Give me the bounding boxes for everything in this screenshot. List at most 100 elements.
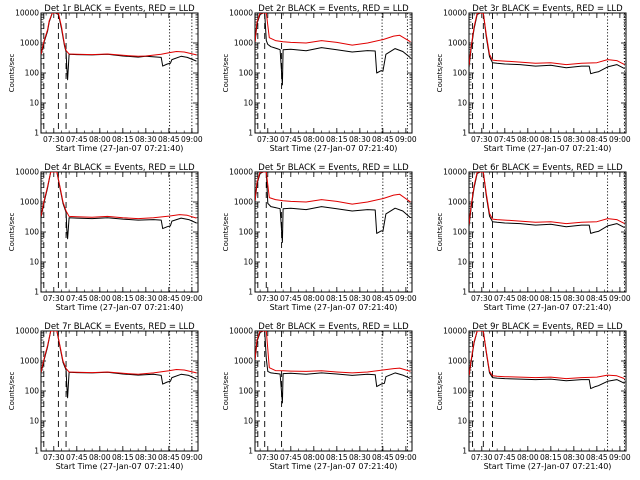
y-axis-label: Counts/sec — [8, 213, 16, 252]
x-tick-label: 09:00 — [181, 294, 203, 303]
series-lld-line — [41, 331, 197, 375]
y-tick-label: 100 — [239, 228, 254, 237]
x-tick-label: 07:45 — [66, 453, 88, 462]
x-axis-label: Start Time (27-Jan-07 07:21:40) — [270, 462, 398, 471]
x-tick-label: 07:45 — [494, 135, 516, 144]
x-axis-label: Start Time (27-Jan-07 07:21:40) — [56, 462, 184, 471]
y-tick-label: 1000 — [20, 39, 39, 48]
plot-title: Det 7r BLACK = Events, RED = LLD — [44, 322, 195, 332]
detector-panel-5: Det 5r BLACK = Events, RED = LLD 1 10 100 10… — [222, 163, 417, 312]
x-tick-label: 08:00 — [89, 453, 111, 462]
y-tick-label: 1000 — [234, 198, 253, 207]
series-events-line — [41, 172, 197, 240]
series-lld-line — [469, 13, 625, 66]
detector-panel-4: Det 4r BLACK = Events, RED = LLD 1 10 100 10… — [8, 163, 203, 312]
series-group — [255, 172, 411, 243]
y-tick-label: 1 — [34, 447, 39, 456]
x-tick-label: 07:30 — [257, 135, 279, 144]
y-tick-label: 100 — [453, 69, 468, 78]
plot-title: Det 1r BLACK = Events, RED = LLD — [44, 4, 195, 14]
x-tick-label: 09:00 — [181, 135, 203, 144]
y-tick-label: 100 — [25, 69, 40, 78]
plot-frame — [254, 330, 413, 452]
x-tick-label: 08:45 — [158, 453, 180, 462]
x-axis-label: Start Time (27-Jan-07 07:21:40) — [484, 144, 612, 153]
y-tick-label: 1 — [34, 129, 39, 138]
x-tick-label: 08:00 — [89, 135, 111, 144]
series-group — [41, 13, 197, 81]
x-tick-label: 08:30 — [349, 135, 371, 144]
x-tick-label: 08:30 — [135, 135, 157, 144]
plot-frame — [40, 12, 199, 134]
x-tick-label: 08:15 — [540, 294, 562, 303]
x-tick-label: 08:45 — [372, 135, 394, 144]
x-tick-label: 08:15 — [540, 135, 562, 144]
x-tick-label: 08:45 — [372, 294, 394, 303]
y-tick-label: 10000 — [229, 168, 253, 177]
series-lld-line — [41, 13, 197, 57]
x-tick-label: 07:30 — [257, 453, 279, 462]
y-tick-label: 1000 — [448, 357, 467, 366]
y-axis-label: Counts/sec — [8, 372, 16, 411]
x-tick-label: 08:30 — [135, 453, 157, 462]
y-tick-label: 10 — [457, 417, 467, 426]
y-tick-label: 10000 — [229, 9, 253, 18]
series-lld-line — [255, 331, 411, 374]
y-tick-label: 1 — [462, 129, 467, 138]
series-events-line — [255, 331, 411, 404]
series-group — [255, 331, 411, 404]
detector-panel-2: Det 2r BLACK = Events, RED = LLD 1 10 100 10… — [222, 4, 417, 153]
series-events-line — [255, 13, 411, 86]
x-tick-label: 08:00 — [89, 294, 111, 303]
x-tick-label: 08:30 — [349, 294, 371, 303]
y-tick-label: 10 — [29, 258, 39, 267]
x-tick-label: 07:30 — [43, 294, 65, 303]
detector-panel-6: Det 6r BLACK = Events, RED = LLD 1 10 100 10… — [436, 163, 631, 312]
y-axis-label: Counts/sec — [222, 213, 230, 252]
x-tick-label: 08:15 — [326, 135, 348, 144]
plot-frame — [40, 330, 199, 452]
y-axis-label: Counts/sec — [436, 372, 444, 411]
y-tick-label: 1 — [462, 447, 467, 456]
y-axis-label: Counts/sec — [436, 213, 444, 252]
series-lld-line — [41, 172, 197, 220]
y-tick-label: 1000 — [448, 39, 467, 48]
x-tick-label: 09:00 — [395, 294, 417, 303]
x-axis-label: Start Time (27-Jan-07 07:21:40) — [270, 303, 398, 312]
y-tick-label: 1 — [248, 447, 253, 456]
plot-frame — [254, 171, 413, 293]
y-tick-label: 1 — [248, 288, 253, 297]
plot-title: Det 4r BLACK = Events, RED = LLD — [44, 163, 195, 173]
x-tick-label: 09:00 — [395, 453, 417, 462]
x-tick-label: 08:30 — [563, 294, 585, 303]
x-tick-label: 08:15 — [112, 294, 134, 303]
y-tick-label: 1000 — [20, 357, 39, 366]
series-group — [469, 172, 625, 234]
series-group — [41, 331, 197, 399]
x-tick-label: 08:15 — [326, 453, 348, 462]
x-tick-label: 07:30 — [471, 135, 493, 144]
x-tick-label: 09:00 — [395, 135, 417, 144]
detector-panel-9: Det 9r BLACK = Events, RED = LLD 1 10 100 10… — [436, 322, 631, 471]
y-axis-label: Counts/sec — [8, 54, 16, 93]
series-group — [255, 13, 411, 86]
x-tick-label: 08:45 — [372, 453, 394, 462]
series-lld-line — [469, 172, 625, 225]
x-tick-label: 08:15 — [326, 294, 348, 303]
y-tick-label: 1 — [34, 288, 39, 297]
y-tick-label: 10 — [243, 99, 253, 108]
x-tick-label: 08:00 — [517, 453, 539, 462]
y-tick-label: 1000 — [448, 198, 467, 207]
y-tick-label: 10 — [457, 99, 467, 108]
x-tick-label: 07:45 — [66, 294, 88, 303]
detector-panel-3: Det 3r BLACK = Events, RED = LLD 1 10 100 10… — [436, 4, 631, 153]
y-tick-label: 100 — [453, 228, 468, 237]
x-tick-label: 08:00 — [517, 294, 539, 303]
x-tick-label: 08:00 — [303, 294, 325, 303]
detector-panel-7: Det 7r BLACK = Events, RED = LLD 1 10 100 10… — [8, 322, 203, 471]
x-tick-label: 08:45 — [158, 294, 180, 303]
series-lld-line — [255, 13, 411, 46]
y-tick-label: 1 — [248, 129, 253, 138]
series-group — [469, 13, 625, 75]
